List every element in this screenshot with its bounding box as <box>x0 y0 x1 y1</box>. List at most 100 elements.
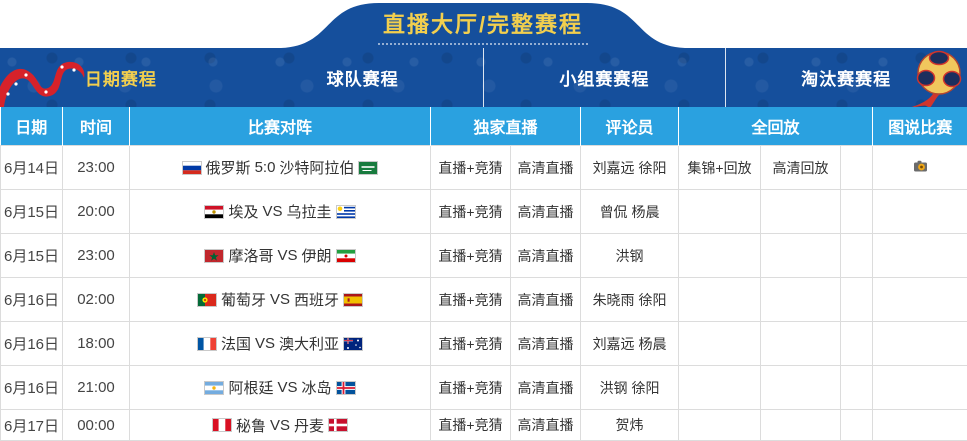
peru-flag-icon <box>212 418 232 432</box>
hd-replay-link <box>761 190 841 234</box>
away-team-name: 西班牙 <box>294 289 339 310</box>
tab-knockout-schedule[interactable]: 淘汰赛赛程 <box>725 48 967 107</box>
time-cell: 21:00 <box>63 366 130 410</box>
match-photos-cell <box>873 366 967 410</box>
hd-live-link[interactable]: 高清直播 <box>511 234 581 278</box>
home-team-name: 葡萄牙 <box>221 289 266 310</box>
match-result: VS <box>262 203 282 220</box>
camera-icon[interactable] <box>913 160 928 173</box>
replay-highlights-link <box>679 322 761 366</box>
commentators-cell: 洪钢 <box>581 234 679 278</box>
tab-date-schedule[interactable]: 日期赛程 <box>0 48 242 107</box>
hd-live-link[interactable]: 高清直播 <box>511 322 581 366</box>
date-cell: 6月16日 <box>1 322 63 366</box>
nav-divider <box>483 48 484 107</box>
commentators-cell: 洪钢 徐阳 <box>581 366 679 410</box>
tab-group-stage-schedule[interactable]: 小组赛赛程 <box>484 48 726 107</box>
date-cell: 6月16日 <box>1 366 63 410</box>
hd-live-link[interactable]: 高清直播 <box>511 190 581 234</box>
replay-highlights-link <box>679 278 761 322</box>
morocco-flag-icon <box>204 249 224 263</box>
replay-extra-cell <box>841 234 873 278</box>
live-bet-link[interactable]: 直播+竞猜 <box>431 146 511 190</box>
replay-highlights-link[interactable]: 集锦+回放 <box>679 146 761 190</box>
page-title-badge: 直播大厅/完整赛程 <box>281 0 685 48</box>
denmark-flag-icon <box>328 418 348 432</box>
replay-extra-cell <box>841 278 873 322</box>
time-cell: 00:00 <box>63 410 130 441</box>
home-team-name: 俄罗斯 <box>206 157 251 178</box>
match-photos-cell[interactable] <box>873 146 967 190</box>
russia-flag-icon <box>182 161 202 175</box>
replay-extra-cell <box>841 146 873 190</box>
col-header-full-replay: 全回放 <box>679 107 873 146</box>
hd-live-link[interactable]: 高清直播 <box>511 146 581 190</box>
replay-extra-cell <box>841 366 873 410</box>
date-cell: 6月17日 <box>1 410 63 441</box>
away-team-name: 伊朗 <box>302 245 332 266</box>
away-team-name: 冰岛 <box>302 377 332 398</box>
hd-replay-link[interactable]: 高清回放 <box>761 146 841 190</box>
date-cell: 6月15日 <box>1 234 63 278</box>
col-header-match-pictures: 图说比赛 <box>873 107 967 146</box>
match-result: VS <box>270 291 290 308</box>
match-result: VS <box>270 417 290 434</box>
col-header-match: 比赛对阵 <box>130 107 431 146</box>
date-cell: 6月14日 <box>1 146 63 190</box>
hd-live-link[interactable]: 高清直播 <box>511 410 581 441</box>
live-bet-link[interactable]: 直播+竞猜 <box>431 322 511 366</box>
portugal-flag-icon <box>197 293 217 307</box>
home-team-name: 法国 <box>221 333 251 354</box>
hd-replay-link <box>761 322 841 366</box>
hd-live-link[interactable]: 高清直播 <box>511 278 581 322</box>
home-team-name: 摩洛哥 <box>228 245 273 266</box>
commentators-cell: 朱晓雨 徐阳 <box>581 278 679 322</box>
live-bet-link[interactable]: 直播+竞猜 <box>431 278 511 322</box>
live-bet-link[interactable]: 直播+竞猜 <box>431 410 511 441</box>
hd-replay-link <box>761 278 841 322</box>
iceland-flag-icon <box>336 381 356 395</box>
time-cell: 18:00 <box>63 322 130 366</box>
spain-flag-icon <box>343 293 363 307</box>
live-bet-link[interactable]: 直播+竞猜 <box>431 190 511 234</box>
date-cell: 6月16日 <box>1 278 63 322</box>
time-cell: 23:00 <box>63 146 130 190</box>
replay-extra-cell <box>841 322 873 366</box>
table-header-row: 日期 时间 比赛对阵 独家直播 评论员 全回放 图说比赛 <box>1 107 967 146</box>
replay-highlights-link <box>679 234 761 278</box>
match-result: VS <box>277 247 297 264</box>
home-team-name: 阿根廷 <box>228 377 273 398</box>
match-photos-cell <box>873 190 967 234</box>
hd-live-link[interactable]: 高清直播 <box>511 366 581 410</box>
iran-flag-icon <box>336 249 356 263</box>
time-cell: 02:00 <box>63 278 130 322</box>
home-team-name: 秘鲁 <box>236 415 266 436</box>
match-photos-cell <box>873 234 967 278</box>
replay-highlights-link <box>679 410 761 441</box>
col-header-time: 时间 <box>63 107 130 146</box>
live-bet-link[interactable]: 直播+竞猜 <box>431 366 511 410</box>
match-photos-cell <box>873 410 967 441</box>
live-bet-link[interactable]: 直播+竞猜 <box>431 234 511 278</box>
match-photos-cell <box>873 322 967 366</box>
col-header-date: 日期 <box>1 107 63 146</box>
away-team-name: 澳大利亚 <box>279 333 339 354</box>
tab-team-schedule[interactable]: 球队赛程 <box>242 48 484 107</box>
commentators-cell: 贺炜 <box>581 410 679 441</box>
